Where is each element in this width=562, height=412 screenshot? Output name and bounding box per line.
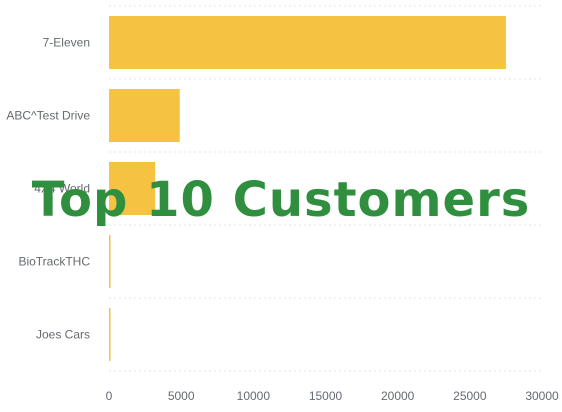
bars [109,16,506,361]
x-tick-label: 15000 [309,389,343,403]
category-label: 7-Eleven [43,36,90,50]
x-tick-label: 0 [106,389,113,403]
bar-7-eleven [109,16,506,69]
x-tick-label: 20000 [381,389,415,403]
category-label: Joes Cars [36,328,90,342]
x-axis-tick-labels: 0 5000 10000 15000 20000 25000 30000 [106,389,559,403]
x-tick-label: 5000 [168,389,195,403]
x-tick-label: 25000 [453,389,487,403]
x-tick-label: 10000 [237,389,271,403]
bar-joes-cars [109,308,111,361]
category-labels: 7-Eleven ABC^Test Drive 4X4 World BioTrackT… [6,36,90,342]
bar-4x4-world [109,162,156,215]
bar-biotrackthc [109,235,111,288]
x-tick-label: 30000 [525,389,559,403]
chart-title: Top 10 Customers [31,172,531,228]
bar-abc-test-drive [109,89,180,142]
category-label: BioTrackTHC [18,255,90,269]
category-label: ABC^Test Drive [6,109,90,123]
category-label: 4X4 World [34,182,90,196]
grid-lines [109,5,542,372]
